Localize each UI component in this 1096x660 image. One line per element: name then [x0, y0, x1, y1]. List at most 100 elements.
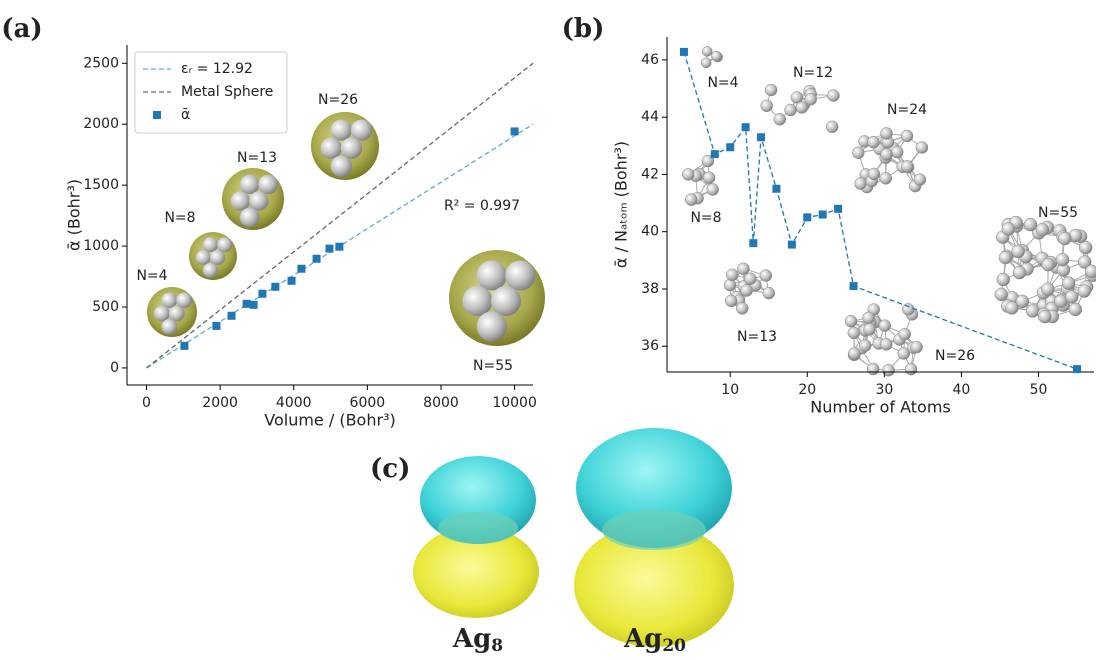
atom: [176, 292, 192, 308]
y-tick-label: 1500: [83, 177, 119, 193]
atom: [685, 194, 697, 206]
annotation: N=8: [164, 210, 195, 226]
atom: [240, 175, 259, 194]
legend-marker: [153, 111, 161, 119]
atom: [1065, 290, 1078, 303]
atom: [702, 46, 712, 56]
atom: [1038, 310, 1051, 323]
y-tick-label: 2500: [83, 55, 119, 71]
atom: [154, 306, 170, 322]
x-tick-label: 50: [1030, 382, 1048, 398]
atom: [845, 315, 857, 327]
cluster-core: [602, 510, 706, 550]
atom: [1085, 265, 1096, 278]
y-tick-label: 500: [92, 299, 119, 315]
panel-c: (c) Ag8 Ag20: [370, 428, 734, 656]
figure: (c) Ag8 Ag20 (a)020004000600080001000005…: [0, 0, 1096, 660]
panel-label: (b): [562, 14, 605, 44]
atom: [737, 263, 749, 275]
atom: [477, 312, 507, 342]
atom: [724, 279, 736, 291]
x-tick-label: 0: [142, 395, 151, 411]
atom: [855, 178, 867, 190]
atom: [321, 138, 342, 159]
y-tick-label: 46: [641, 52, 659, 68]
atom: [891, 146, 903, 158]
marker: [243, 300, 251, 308]
atom: [491, 286, 521, 316]
marker: [313, 255, 321, 263]
atom: [231, 191, 250, 210]
marker: [788, 241, 796, 249]
atom: [848, 327, 860, 339]
atom: [995, 288, 1008, 301]
atom: [901, 130, 913, 142]
legend-label: εᵣ = 12.92: [181, 61, 253, 77]
atom: [477, 261, 507, 291]
atom: [1012, 245, 1025, 258]
atom: [880, 338, 892, 350]
atom: [1056, 253, 1069, 266]
atom: [761, 100, 773, 112]
marker: [711, 150, 719, 158]
atom: [1024, 218, 1037, 231]
atom: [997, 273, 1010, 286]
marker: [511, 127, 519, 135]
marker: [680, 48, 688, 56]
x-tick-label: 10: [721, 382, 739, 398]
atom: [1002, 222, 1015, 235]
marker: [726, 143, 734, 151]
atom: [682, 168, 694, 180]
atom: [827, 90, 839, 102]
atom: [1079, 241, 1092, 254]
atom: [463, 286, 493, 316]
annotation: N=4: [136, 268, 167, 284]
marker: [819, 211, 827, 219]
annotation: N=13: [737, 329, 777, 345]
atom: [203, 263, 218, 278]
marker: [180, 342, 188, 350]
x-tick-label: 4000: [276, 395, 312, 411]
atom: [805, 93, 817, 105]
x-tick-label: 2000: [202, 395, 238, 411]
atom: [898, 348, 910, 360]
cluster-label: Ag8: [452, 624, 503, 656]
atom: [999, 251, 1012, 264]
annotation: N=55: [1038, 205, 1078, 221]
atom: [880, 172, 892, 184]
atom: [785, 104, 797, 116]
x-tick-label: 20: [798, 382, 816, 398]
marker: [258, 290, 266, 298]
atom: [736, 302, 748, 314]
atom: [826, 121, 838, 133]
x-axis-label: Number of Atoms: [810, 398, 951, 417]
panel-label: (a): [1, 14, 42, 44]
legend-label: ᾱ: [181, 107, 190, 123]
atom: [203, 237, 218, 252]
x-axis-label: Volume / (Bohr³): [264, 411, 395, 430]
marker: [1073, 365, 1081, 373]
marker: [271, 283, 279, 291]
y-tick-label: 0: [110, 360, 119, 376]
marker: [757, 133, 765, 141]
annotation: R² = 0.997: [444, 198, 520, 214]
atom: [859, 340, 871, 352]
annotation: N=55: [473, 358, 513, 374]
marker: [850, 282, 858, 290]
atom: [341, 138, 362, 159]
annotation: N=12: [793, 65, 833, 81]
atom: [881, 148, 893, 160]
atom: [1069, 303, 1082, 316]
atom: [879, 320, 891, 332]
atom: [867, 136, 879, 148]
atom: [899, 328, 911, 340]
marker: [335, 243, 343, 251]
atom: [351, 119, 372, 140]
annotation: N=4: [707, 75, 738, 91]
atom: [217, 237, 232, 252]
atom: [902, 303, 914, 315]
atom: [868, 168, 880, 180]
atom: [867, 363, 879, 375]
y-tick-label: 36: [641, 338, 659, 354]
marker: [749, 239, 757, 247]
